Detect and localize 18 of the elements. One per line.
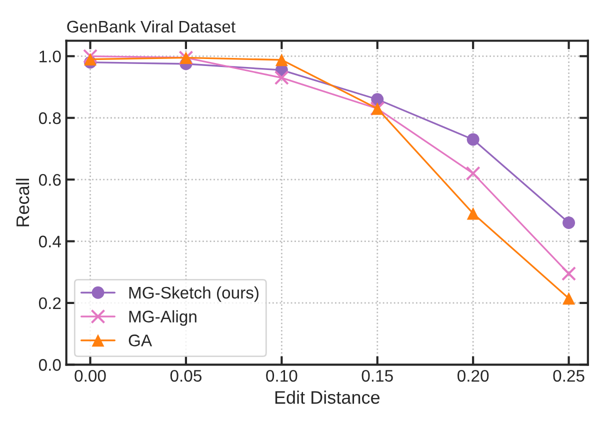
x-tick-label: 0.00 <box>74 370 106 382</box>
x-axis-title: Edit Distance <box>275 390 380 404</box>
x-tick-label: 0.10 <box>266 370 298 382</box>
legend-label: GA <box>128 334 152 346</box>
y-tick-label: 0.0 <box>38 359 61 371</box>
y-tick-label: 0.6 <box>38 174 61 186</box>
x-tick-label: 0.15 <box>362 370 393 382</box>
y-tick-label: 0.2 <box>38 297 61 310</box>
y-tick-label: 1.0 <box>40 50 61 62</box>
y-tick-label: 0.8 <box>38 112 61 124</box>
x-tick-label: 0.05 <box>170 370 202 382</box>
y-axis-title: Recall <box>16 178 30 226</box>
chart-title: GenBank Viral Dataset <box>67 20 236 33</box>
y-tick-label: 0.4 <box>38 236 61 248</box>
x-tick-label: 0.20 <box>458 370 489 382</box>
legend-label: MG-Align <box>129 310 196 326</box>
legend-label: MG-Sketch (ours) <box>129 286 258 302</box>
x-tick-label: 0.25 <box>553 370 584 382</box>
